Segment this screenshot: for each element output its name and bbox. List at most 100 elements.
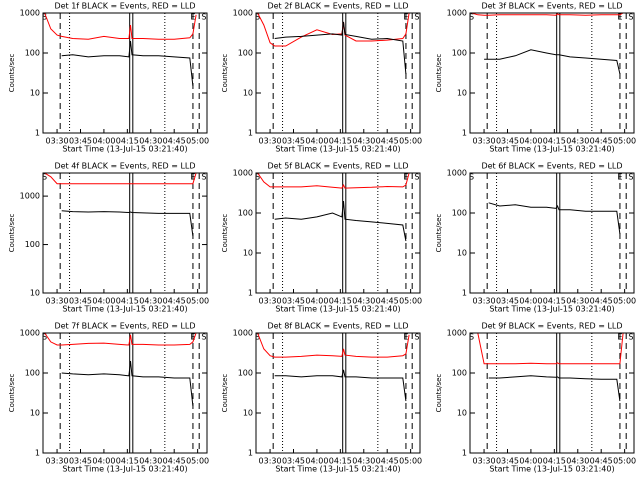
y-tick-label: 1	[248, 289, 253, 298]
data-line	[471, 13, 624, 16]
x-axis-label: Start Time (13-Jul-15 03:21:40)	[275, 145, 400, 154]
annotation: S	[414, 13, 419, 22]
panel: Det 1f BLACK = Events, RED = LLD Counts/s…	[8, 2, 209, 154]
x-tick-label: 04:30	[139, 137, 162, 146]
y-tick-label: 1000	[447, 329, 467, 338]
x-tick-label: 05:00	[613, 137, 636, 146]
x-tick-label: 04:15	[543, 137, 566, 146]
annotation: S	[255, 333, 260, 342]
y-tick-label: 10	[243, 409, 253, 418]
y-tick-label: 1000	[233, 169, 253, 178]
y-tick-label: 100	[25, 49, 40, 58]
x-tick-label: 04:15	[543, 457, 566, 466]
x-tick-label: 04:00	[92, 457, 115, 466]
annotation: E	[617, 333, 622, 342]
x-tick-label: 05:00	[186, 457, 209, 466]
y-tick-label: 1000	[447, 169, 467, 178]
data-line	[61, 210, 194, 237]
y-tick-label: 100	[25, 369, 40, 378]
y-axis-label: Counts/sec	[221, 214, 229, 253]
y-tick-label: 10	[30, 89, 40, 98]
panel: Det 6f BLACK = Events, RED = LLD Counts/s…	[435, 162, 636, 314]
x-tick-label: 04:45	[376, 297, 399, 306]
x-tick-label: 04:15	[543, 297, 566, 306]
annotation: S	[42, 13, 47, 22]
x-tick-label: 04:45	[163, 137, 186, 146]
x-tick-label: 05:00	[399, 457, 422, 466]
x-axis-label: Start Time (13-Jul-15 03:21:40)	[489, 465, 614, 474]
chart-title: Det 2f BLACK = Events, RED = LLD	[267, 2, 408, 11]
data-line	[488, 375, 621, 402]
chart-title: Det 1f BLACK = Events, RED = LLD	[54, 2, 195, 11]
x-tick-label: 04:15	[329, 297, 352, 306]
y-tick-label: 1	[462, 129, 467, 138]
x-tick-label: 04:30	[566, 297, 589, 306]
plot-frame	[42, 332, 208, 454]
x-tick-label: 03:45	[282, 297, 305, 306]
x-tick-label: 03:45	[69, 297, 92, 306]
x-tick-label: 04:30	[566, 457, 589, 466]
x-tick-label: 04:45	[376, 137, 399, 146]
y-axis-label: Counts/sec	[435, 54, 443, 93]
x-tick-label: 04:00	[519, 137, 542, 146]
annotation: E	[403, 333, 408, 342]
x-axis-label: Start Time (13-Jul-15 03:21:40)	[62, 145, 187, 154]
annotation: E	[190, 13, 195, 22]
chart-title: Det 5f BLACK = Events, RED = LLD	[267, 162, 408, 171]
y-tick-label: 1000	[233, 329, 253, 338]
y-tick-label: 10	[243, 89, 253, 98]
x-axis-label: Start Time (13-Jul-15 03:21:40)	[489, 305, 614, 314]
x-tick-label: 03:45	[496, 297, 519, 306]
data-line	[471, 333, 624, 365]
y-axis-label: Counts/sec	[8, 54, 16, 93]
data-line	[44, 173, 197, 185]
x-tick-label: 04:00	[92, 137, 115, 146]
x-tick-label: 03:30	[259, 457, 282, 466]
plot-frame	[42, 12, 208, 134]
x-tick-label: 03:30	[473, 137, 496, 146]
x-tick-label: 03:45	[69, 457, 92, 466]
x-tick-label: 05:00	[186, 137, 209, 146]
annotation: S	[255, 13, 260, 22]
annotation: E	[403, 13, 408, 22]
x-tick-label: 04:15	[116, 457, 139, 466]
plot-frame	[255, 172, 421, 294]
annotation: S	[414, 173, 419, 182]
chart-title: Det 7f BLACK = Events, RED = LLD	[54, 322, 195, 331]
x-tick-label: 04:30	[139, 457, 162, 466]
x-tick-label: 04:00	[305, 137, 328, 146]
chart-title: Det 8f BLACK = Events, RED = LLD	[267, 322, 408, 331]
x-tick-label: 04:45	[590, 457, 613, 466]
annotation: S	[469, 333, 474, 342]
x-tick-label: 04:30	[139, 297, 162, 306]
chart-title: Det 4f BLACK = Events, RED = LLD	[54, 162, 195, 171]
panel: Det 2f BLACK = Events, RED = LLD Counts/s…	[221, 2, 422, 154]
y-tick-label: 100	[238, 209, 253, 218]
panel: Det 9f BLACK = Events, RED = LLD Counts/s…	[435, 322, 636, 474]
x-tick-label: 03:45	[282, 457, 305, 466]
x-tick-label: 04:00	[519, 457, 542, 466]
annotation: S	[628, 13, 633, 22]
annotation: S	[201, 13, 206, 22]
x-tick-label: 03:30	[473, 457, 496, 466]
y-axis-label: Counts/sec	[435, 374, 443, 413]
panel: Det 8f BLACK = Events, RED = LLD Counts/s…	[221, 322, 422, 474]
x-tick-label: 05:00	[613, 297, 636, 306]
data-line	[257, 173, 410, 189]
x-tick-label: 04:30	[566, 137, 589, 146]
x-tick-label: 03:45	[282, 137, 305, 146]
y-tick-label: 10	[457, 89, 467, 98]
plot-frame	[255, 332, 421, 454]
x-tick-label: 03:30	[46, 457, 69, 466]
annotation: S	[628, 333, 633, 342]
panel: Det 5f BLACK = Events, RED = LLD Counts/s…	[221, 162, 422, 314]
x-tick-label: 03:30	[259, 137, 282, 146]
annotation: S	[201, 333, 206, 342]
data-line	[257, 333, 410, 358]
y-tick-label: 10	[30, 409, 40, 418]
y-tick-label: 100	[452, 209, 467, 218]
panel: Det 7f BLACK = Events, RED = LLD Counts/s…	[8, 322, 209, 474]
panel: Det 4f BLACK = Events, RED = LLD Counts/s…	[8, 162, 209, 314]
x-tick-label: 04:15	[116, 137, 139, 146]
